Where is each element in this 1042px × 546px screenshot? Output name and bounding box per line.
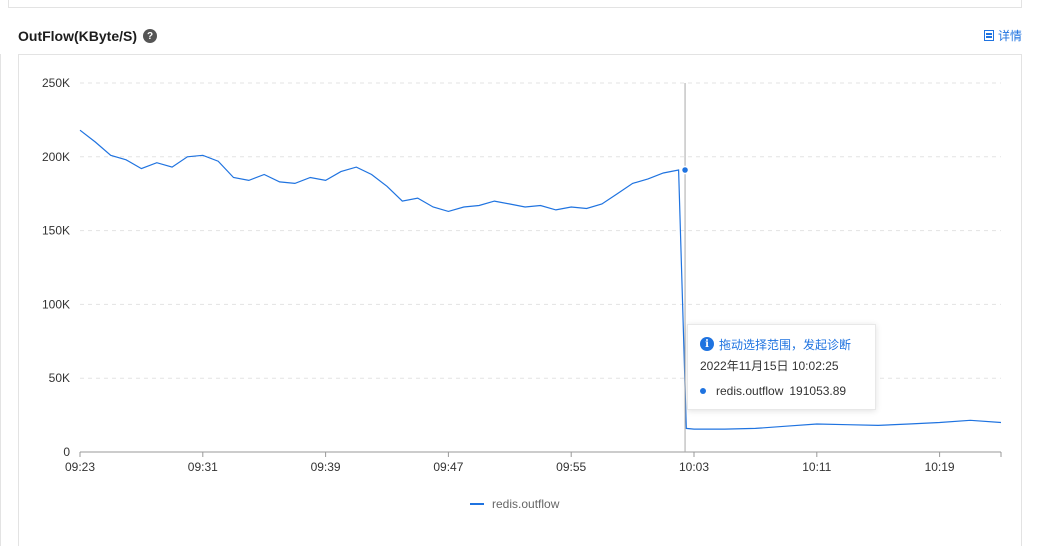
question-circle-icon[interactable]: ? (143, 29, 157, 43)
y-tick-label: 0 (63, 445, 70, 459)
x-tick-label: 09:23 (65, 460, 95, 474)
legend-label: redis.outflow (492, 497, 560, 511)
x-tick-label: 09:39 (311, 460, 341, 474)
chart-title: OutFlow(KByte/S) (18, 28, 137, 44)
tooltip-value: 191053.89 (789, 384, 847, 398)
detail-link[interactable]: 详情 (983, 27, 1022, 44)
info-circle-icon: i (700, 337, 714, 351)
x-tick-label: 10:11 (802, 460, 831, 474)
y-tick-label: 150K (42, 224, 70, 238)
previous-panel-edge (8, 0, 1022, 8)
chart-panel (18, 54, 1022, 546)
x-tick-label: 09:47 (433, 460, 463, 474)
tooltip-time: 2022年11月15日 10:02:25 (700, 359, 839, 373)
legend-swatch (470, 503, 484, 505)
chart-legend[interactable]: redis.outflow (470, 497, 559, 511)
tooltip-hint: i 拖动选择范围，发起诊断 (700, 335, 863, 353)
highlight-point (680, 165, 690, 175)
y-tick-label: 100K (42, 297, 70, 311)
x-tick-label: 09:31 (188, 460, 218, 474)
y-tick-label: 250K (42, 76, 70, 90)
series-dot (700, 388, 706, 394)
detail-list-icon (983, 30, 994, 41)
tooltip-hint-text: 拖动选择范围，发起诊断 (719, 337, 852, 352)
x-tick-label: 10:19 (925, 460, 955, 474)
series-line (79, 129, 1002, 430)
x-tick-label: 10:03 (679, 460, 709, 474)
chart-header: OutFlow(KByte/S) ? (18, 26, 157, 46)
tooltip-series-row: redis.outflow 191053.89 (700, 382, 863, 400)
left-divider (0, 54, 1, 546)
x-tick-label: 09:55 (556, 460, 586, 474)
y-tick-label: 50K (49, 371, 70, 385)
y-tick-label: 200K (42, 150, 70, 164)
detail-label: 详情 (997, 29, 1022, 43)
chart-tooltip: i 拖动选择范围，发起诊断 2022年11月15日 10:02:25 redis… (687, 324, 876, 410)
tooltip-series-name: redis.outflow (716, 384, 784, 398)
